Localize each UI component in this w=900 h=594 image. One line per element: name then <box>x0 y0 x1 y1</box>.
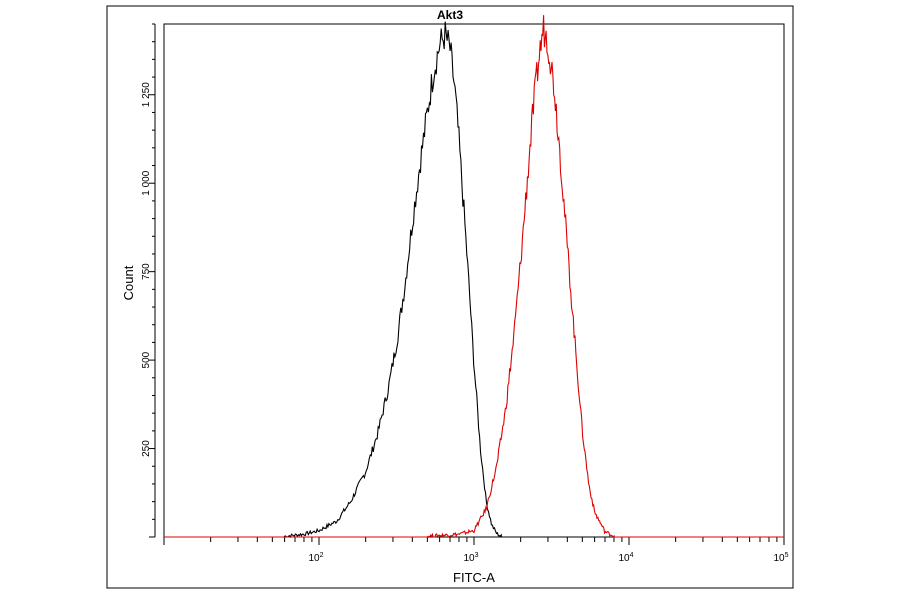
y-tick-label: 500 <box>141 351 152 368</box>
y-axis: 250 500 750 1 000 1 250 <box>141 23 156 538</box>
y-tick-label: 1 250 <box>141 82 152 107</box>
histogram-series-1 <box>164 21 784 539</box>
chart-title: Akt3 <box>437 8 463 22</box>
y-axis-label: Count <box>121 265 136 300</box>
outer-border <box>106 5 794 589</box>
histogram-series-2 <box>164 15 784 539</box>
y-tick-label: 750 <box>141 263 152 280</box>
series-layer <box>164 15 784 539</box>
y-tick-label: 250 <box>141 440 152 457</box>
x-axis-label: FITC-A <box>453 570 495 585</box>
y-tick-label: 1 000 <box>141 170 152 195</box>
